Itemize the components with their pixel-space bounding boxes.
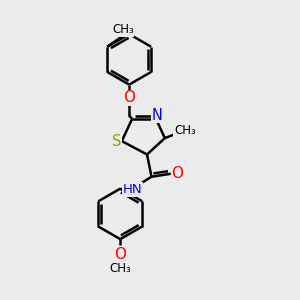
Text: CH₃: CH₃: [110, 262, 131, 275]
Text: O: O: [114, 247, 126, 262]
Text: S: S: [112, 134, 121, 148]
Text: O: O: [123, 91, 135, 106]
Text: CH₃: CH₃: [174, 124, 196, 136]
Text: O: O: [171, 166, 183, 181]
Text: HN: HN: [122, 183, 142, 196]
Text: CH₃: CH₃: [112, 23, 134, 36]
Text: N: N: [152, 108, 163, 123]
